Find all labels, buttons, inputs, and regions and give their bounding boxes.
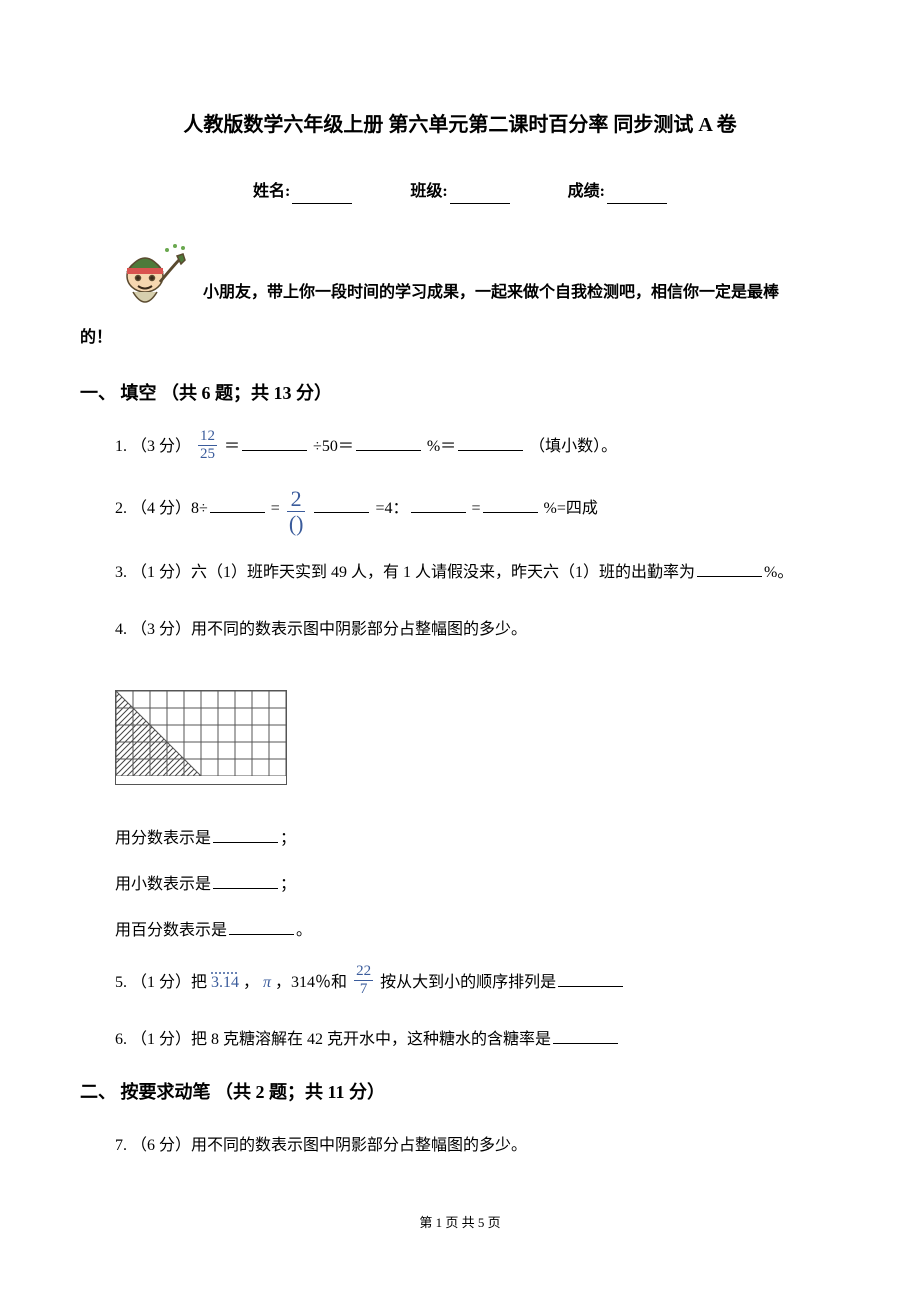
class-label: 班级:	[410, 183, 447, 200]
section-2-heading: 二、 按要求动笔 （共 2 题；共 11 分）	[80, 1079, 840, 1106]
q5-pre: 5. （1 分）把	[115, 974, 211, 991]
q5-mid: 按从大到小的顺序排列是	[380, 974, 556, 991]
q4-l1-blank	[213, 827, 278, 843]
page-footer: 第 1 页 共 5 页	[80, 1213, 840, 1233]
q5-blank	[558, 971, 623, 987]
info-row: 姓名: 班级: 成绩:	[80, 180, 840, 204]
q3-pre: 3. （1 分）六（1）班昨天实到 49 人，有 1 人请假没来，昨天六（1）班…	[115, 564, 695, 581]
q1-eq3: %＝	[427, 438, 456, 455]
q1-tail: （填小数）。	[529, 438, 617, 455]
q4-line1: 用分数表示是 ；	[115, 827, 840, 851]
q2-blank4	[483, 497, 538, 513]
q3-blank	[697, 561, 762, 577]
q2-eq1: =	[271, 500, 280, 517]
q1-blank3	[458, 435, 523, 451]
q4-l2-semi: ；	[280, 876, 296, 893]
q2-tail: %=四成	[544, 500, 598, 517]
q2-frac-den: ()	[287, 512, 306, 535]
page-title: 人教版数学六年级上册 第六单元第二课时百分率 同步测试 A 卷	[80, 110, 840, 140]
encourage-text-1: 小朋友，带上你一段时间的学习成果，一起来做个自我检测吧，相信你一定是最棒	[203, 272, 779, 314]
q2-blank2	[314, 497, 369, 513]
q5-frac-den: 7	[354, 981, 373, 997]
name-blank	[292, 188, 352, 204]
q2-blank1	[210, 497, 265, 513]
question-6: 6. （1 分）把 8 克糖溶解在 42 克开水中，这种糖水的含糖率是	[115, 1022, 840, 1057]
q1-frac-den: 25	[198, 446, 217, 462]
q3-tail: %。	[764, 564, 793, 581]
question-5: 5. （1 分）把 3.14 ， π ，314％和 22 7 按从大到小的顺序排…	[115, 965, 840, 1000]
grid-svg	[116, 691, 286, 776]
q2-eq3: =	[472, 500, 481, 517]
section-1-heading: 一、 填空 （共 6 题；共 13 分）	[80, 380, 840, 407]
q5-v2: π	[263, 974, 271, 991]
q1-pre: 1. （3 分）	[115, 438, 191, 455]
q2-fraction: 2 ()	[287, 488, 306, 535]
q2-pre: 2. （4 分）8÷	[115, 500, 208, 517]
score-label: 成绩:	[568, 183, 605, 200]
question-1: 1. （3 分） 12 25 ＝ ÷50＝ %＝ （填小数）。	[115, 429, 840, 464]
q1-fraction: 12 25	[198, 429, 217, 462]
q5-v1: 3.14	[211, 974, 239, 991]
kid-cartoon-icon	[105, 234, 195, 314]
q4-l1-semi: ；	[280, 830, 296, 847]
q5-sep2: ，314％和	[275, 974, 351, 991]
question-2: 2. （4 分）8÷ = 2 () =4： = %=四成	[115, 486, 840, 533]
q2-frac-num: 2	[287, 488, 306, 512]
q4-line2: 用小数表示是 ；	[115, 873, 840, 897]
name-label: 姓名:	[253, 183, 290, 200]
q4-l1-label: 用分数表示是	[115, 830, 211, 847]
q6-pre: 6. （1 分）把 8 克糖溶解在 42 克开水中，这种糖水的含糖率是	[115, 1031, 551, 1048]
class-blank	[450, 188, 510, 204]
q1-eq2: ÷50＝	[313, 438, 354, 455]
q4-line3: 用百分数表示是 。	[115, 919, 840, 943]
q2-eq2: =4：	[375, 500, 408, 517]
question-7: 7. （6 分）用不同的数表示图中阴影部分占整幅图的多少。	[115, 1128, 840, 1163]
q5-frac-num: 22	[354, 964, 373, 981]
q5-sep1: ，	[243, 974, 263, 991]
q4-l2-label: 用小数表示是	[115, 876, 211, 893]
q4-l3-period: 。	[296, 922, 312, 939]
q1-blank1	[242, 435, 307, 451]
q4-l3-label: 用百分数表示是	[115, 922, 227, 939]
q6-blank	[553, 1028, 618, 1044]
question-4: 4. （3 分）用不同的数表示图中阴影部分占整幅图的多少。	[115, 612, 840, 647]
q1-frac-num: 12	[198, 429, 217, 446]
q2-blank3	[411, 497, 466, 513]
question-3: 3. （1 分）六（1）班昨天实到 49 人，有 1 人请假没来，昨天六（1）班…	[115, 555, 840, 590]
encourage-row: 小朋友，带上你一段时间的学习成果，一起来做个自我检测吧，相信你一定是最棒	[80, 234, 840, 314]
q1-eq1: ＝	[224, 438, 240, 455]
q1-blank2	[356, 435, 421, 451]
q4-l3-blank	[229, 919, 294, 935]
encourage-text-2: 的！	[80, 326, 840, 350]
q4-figure	[115, 690, 287, 785]
q5-fraction: 22 7	[354, 964, 373, 997]
score-blank	[607, 188, 667, 204]
q4-l2-blank	[213, 873, 278, 889]
